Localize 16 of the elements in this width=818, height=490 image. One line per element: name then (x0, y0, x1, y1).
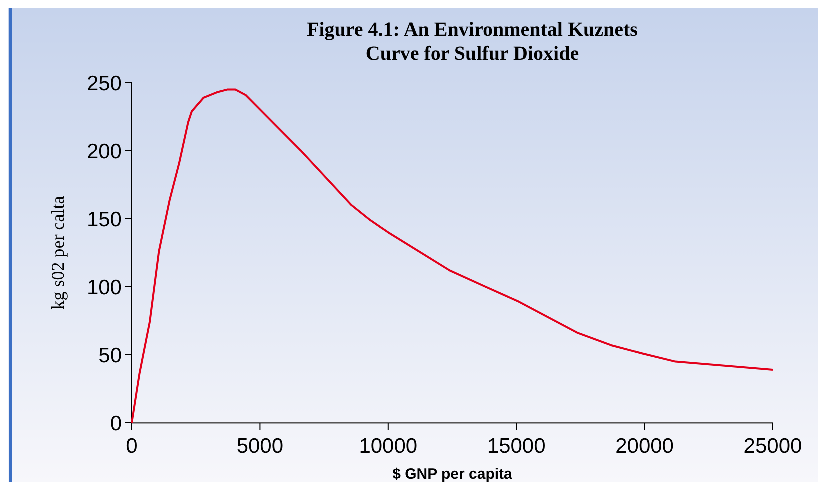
x-tick-label: 0 (126, 435, 138, 458)
y-tick-label: 150 (86, 208, 122, 232)
y-axis-title: kg s02 per calta (48, 196, 68, 310)
x-tick-label: 20000 (616, 435, 674, 458)
x-tick-label: 5000 (236, 435, 284, 458)
x-tick-label: 10000 (359, 435, 418, 458)
line-series (131, 88, 774, 424)
chart-title: Figure 4.1: An Environmental Kuznets Curve for Sulfur Dioxide (307, 19, 638, 65)
y-tick-label: 0 (110, 412, 122, 436)
x-tick-label: 15000 (487, 435, 546, 458)
y-tick-label: 250 (86, 72, 122, 96)
x-tick-label: 25000 (744, 435, 802, 458)
x-axis-title: $ GNP per capita (392, 466, 514, 483)
y-tick-label: 50 (98, 344, 122, 368)
y-tick-label: 200 (86, 140, 122, 164)
y-tick-label: 100 (86, 276, 122, 300)
